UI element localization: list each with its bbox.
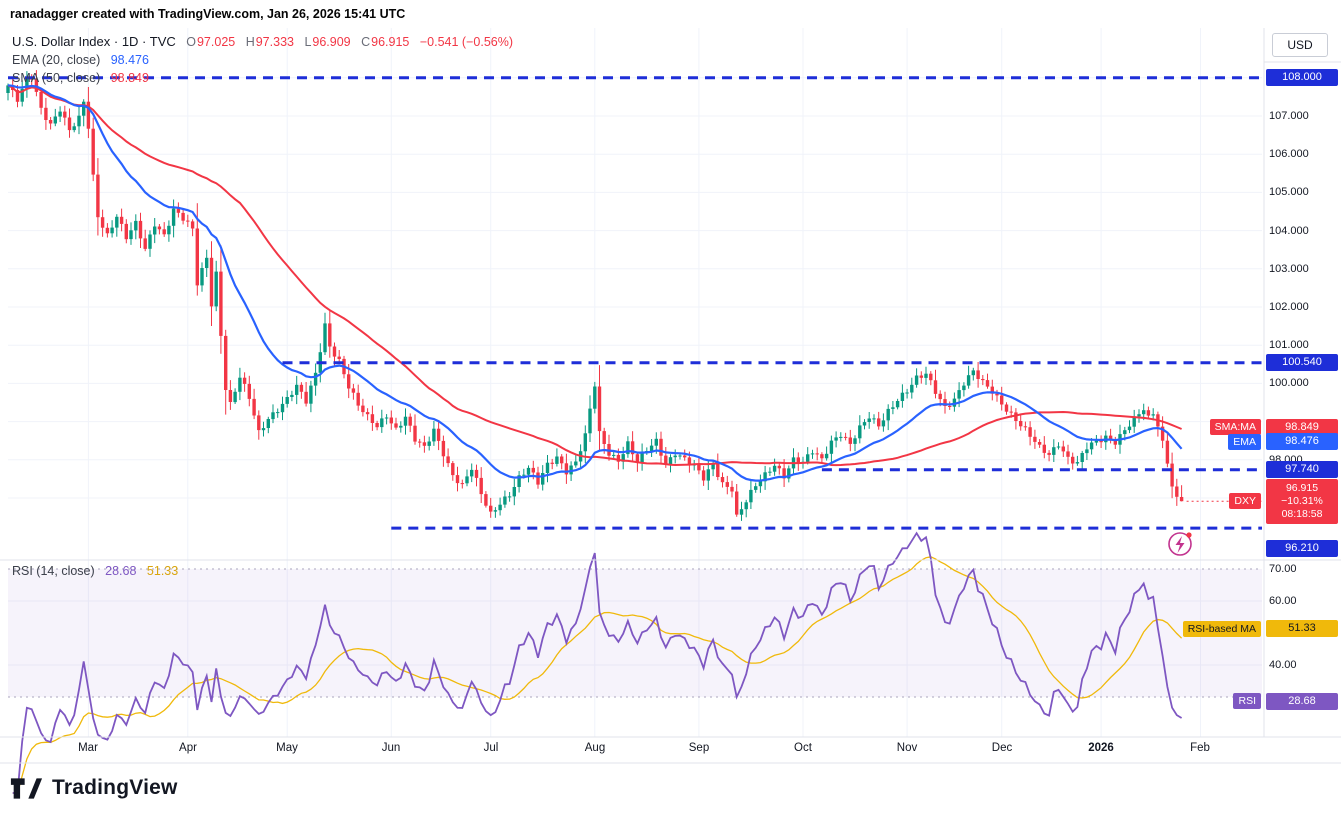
change-value: −0.541 (−0.56%) [419,35,513,49]
tradingview-brand-text: TradingView [52,776,178,799]
currency-selector[interactable]: USD [1272,33,1328,57]
symbol-legend-row: U.S. Dollar Index · 1D · TVC O97.025 H97… [12,33,513,51]
ema-legend-row: EMA (20, close) 98.476 [12,51,513,69]
footer: TradingView [10,776,178,800]
flash-idea-icon[interactable] [1168,532,1192,556]
symbol-title[interactable]: U.S. Dollar Index · 1D · TVC [12,34,176,49]
tradingview-logo[interactable]: TradingView [10,776,178,800]
chart-credit: ranadagger created with TradingView.com,… [10,7,406,21]
tradingview-mark-icon [10,777,43,799]
sma-50-line [7,84,1182,467]
low-label: L [304,35,312,49]
rsi-line [12,531,1183,794]
rsi-legend: RSI (14, close) 28.68 51.33 [12,564,178,578]
rsi-ma-legend-value: 51.33 [146,564,179,578]
high-value: 97.333 [255,35,294,49]
close-value: 96.915 [371,35,410,49]
rsi-legend-value: 28.68 [105,564,137,578]
candlestick-series [6,70,1184,521]
ema-legend-label[interactable]: EMA (20, close) [12,53,101,67]
sma-legend-value: 98.849 [110,71,149,85]
rsi-band [8,569,1262,697]
open-label: O [186,35,196,49]
ema-20-line [7,84,1183,482]
low-value: 96.909 [312,35,351,49]
ema-legend-value: 98.476 [110,53,149,67]
rsi-legend-title[interactable]: RSI (14, close) [12,564,95,578]
close-label: C [361,35,371,49]
high-label: H [245,35,255,49]
open-value: 97.025 [196,35,236,49]
sma-legend-label[interactable]: SMA (50, close) [12,71,101,85]
sma-legend-row: SMA (50, close) 98.849 [12,69,513,87]
symbol-legend: U.S. Dollar Index · 1D · TVC O97.025 H97… [12,33,513,87]
